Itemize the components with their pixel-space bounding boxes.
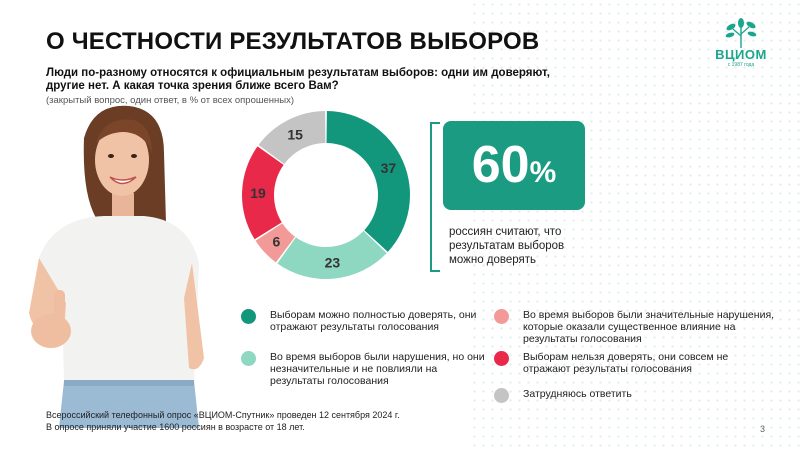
legend-label: Затрудняюсь ответить [523,388,632,400]
legend-item-minor-violations: Во время выборов были нарушения, но они … [241,351,491,387]
tree-icon [725,18,757,48]
footer-note: Всероссийский телефонный опрос «ВЦИОМ-Сп… [46,409,400,433]
highlight-caption: россиян считают, что результатам выборов… [449,226,565,266]
donut-label-trust-fully: 37 [381,160,397,176]
legend-label: Выборам можно полностью доверять, они от… [270,309,477,333]
bracket-divider [430,122,440,272]
donut-label-hard-to-say: 15 [287,126,303,142]
logo-subtitle: с 1987 года [727,62,755,68]
donut-chart: 37 23 6 19 15 [242,111,410,279]
legend-item-trust-fully: Выборам можно полностью доверять, они от… [241,309,491,333]
legend-swatch [241,309,256,324]
donut-slice-hard-to-say [258,111,326,164]
question-subnote: (закрытый вопрос, один ответ, в % от все… [46,95,295,106]
donut-label-significant-violations: 6 [273,234,281,250]
question-line-1: Люди по-разному относятся к официальным … [46,67,550,79]
highlight-percent-sign: % [529,156,557,189]
donut-slice-cannot-trust [242,146,284,240]
dot-pattern-background [470,0,800,449]
legend-label: Выборам нельзя доверять, они совсем не о… [523,351,729,375]
donut-label-minor-violations: 23 [325,255,341,271]
legend-label: Во время выборов были нарушения, но они … [270,351,485,387]
legend-swatch [241,351,256,366]
donut-label-cannot-trust: 19 [250,185,266,201]
question-line-2: другие нет. А какая точка зрения ближе в… [46,80,339,92]
donut-slice-minor-violations [277,230,387,279]
logo-name: ВЦИОМ [715,47,767,62]
donut-slice-trust-fully [326,111,410,252]
donut-slice-significant-violations [255,223,295,263]
legend-swatch [494,351,509,366]
legend-item-cannot-trust: Выборам нельзя доверять, они совсем не о… [494,351,754,375]
legend-label: Во время выборов были значительные наруш… [523,309,775,345]
highlight-box: 60% [443,121,585,210]
legend-swatch [494,388,509,403]
footer-line-2: В опросе приняли участие 1600 россиян в … [46,422,305,432]
highlight-number: 60 [471,136,530,194]
legend-item-hard-to-say: Затрудняюсь ответить [494,388,754,403]
smiling-woman-thumbs-up-image [29,105,204,428]
footer-line-1: Всероссийский телефонный опрос «ВЦИОМ-Сп… [46,410,400,420]
legend-swatch [494,309,509,324]
vciom-logo: ВЦИОМ с 1987 года [708,18,774,70]
page-number: 3 [760,424,766,434]
highlight-value: 60% [443,121,585,217]
survey-question: Люди по-разному относятся к официальным … [46,67,586,93]
legend-item-significant-violations: Во время выборов были значительные наруш… [494,309,790,345]
slide-title: О ЧЕСТНОСТИ РЕЗУЛЬТАТОВ ВЫБОРОВ [46,28,540,55]
